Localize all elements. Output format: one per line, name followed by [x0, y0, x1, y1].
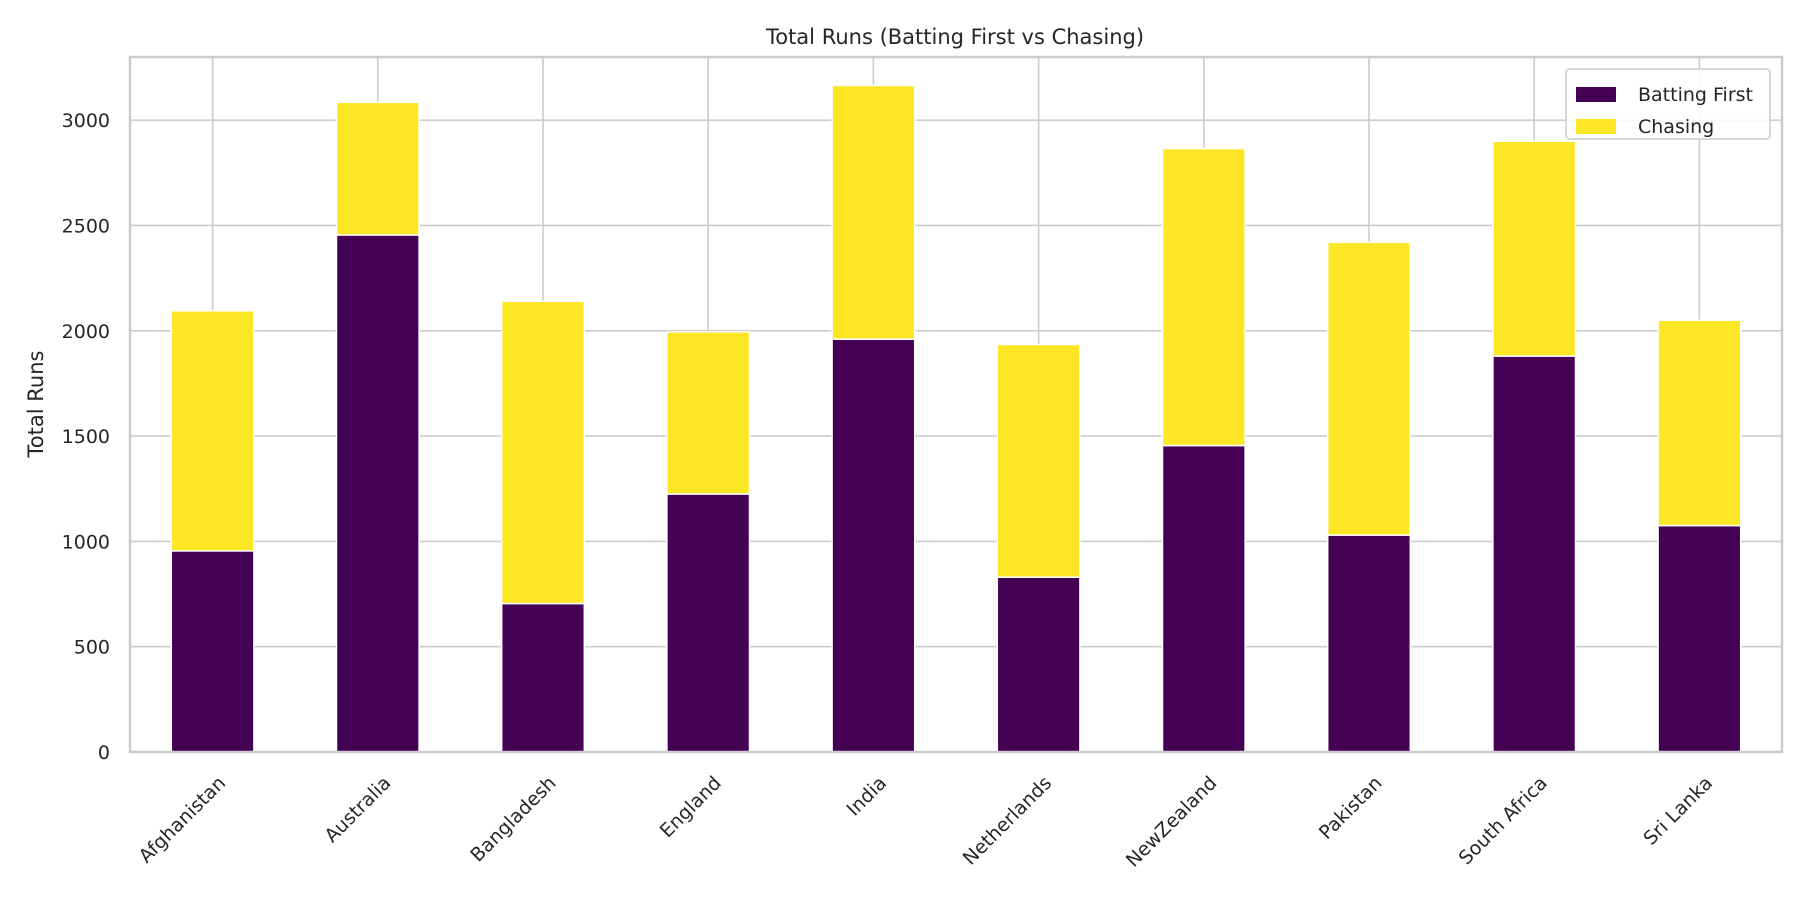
legend-label: Batting First — [1638, 84, 1753, 106]
chart-title: Total Runs (Batting First vs Chasing) — [765, 25, 1144, 49]
plot-frame — [128, 55, 1784, 754]
bar-batting-first — [1657, 524, 1742, 753]
bar-batting-first — [831, 338, 916, 753]
x-tick-label: Bangladesh — [466, 772, 560, 866]
bar-batting-first — [170, 550, 255, 753]
y-axis-label: Total Runs — [24, 351, 48, 459]
bar-chasing — [666, 331, 751, 495]
y-tick-label: 1500 — [62, 426, 110, 448]
legend-swatch — [1576, 87, 1616, 102]
plot-border — [128, 55, 1784, 754]
x-tick-label: South Africa — [1455, 772, 1552, 869]
x-tick-label: England — [656, 772, 726, 842]
legend-swatch — [1576, 119, 1616, 134]
y-tick-label: 2000 — [62, 321, 110, 343]
bar-chasing — [1161, 147, 1246, 447]
y-axis-ticks: 0 500 1000 1500 2000 2500 3000 — [62, 110, 110, 764]
x-tick-label: Australia — [320, 772, 395, 847]
x-tick-label: Sri Lanka — [1639, 772, 1717, 850]
x-tick-label: Pakistan — [1315, 772, 1387, 844]
legend: Batting First Chasing — [1565, 68, 1771, 140]
bar-batting-first — [335, 234, 420, 753]
y-tick-label: 2500 — [62, 215, 110, 237]
y-tick-label: 3000 — [62, 110, 110, 132]
bar-batting-first — [666, 493, 751, 753]
bar-batting-first — [1161, 444, 1246, 753]
bar-chasing — [1326, 241, 1412, 536]
bar-chasing — [1492, 140, 1577, 357]
bar-chasing — [1657, 319, 1742, 527]
bar-batting-first — [1326, 534, 1412, 753]
bar-chasing — [831, 84, 916, 340]
bar-batting-first — [1492, 355, 1577, 753]
legend-box — [1565, 68, 1771, 140]
bar-chasing — [996, 343, 1081, 578]
bar-chasing — [170, 310, 255, 552]
y-tick-label: 500 — [74, 637, 110, 659]
bar-batting-first — [500, 602, 586, 753]
y-tick-label: 1000 — [62, 531, 110, 553]
bars — [170, 84, 1742, 753]
x-tick-label: NewZealand — [1122, 772, 1222, 872]
y-tick-label: 0 — [98, 742, 110, 764]
bar-batting-first — [996, 576, 1081, 753]
bar-chasing — [500, 300, 586, 605]
legend-label: Chasing — [1638, 116, 1714, 138]
bar-chasing — [335, 101, 420, 236]
x-tick-label: Netherlands — [959, 772, 1056, 869]
x-tick-label: India — [842, 772, 891, 821]
x-tick-label: Afghanistan — [135, 772, 231, 868]
x-axis-ticks: Afghanistan Australia Bangladesh England Ind… — [135, 772, 1717, 872]
